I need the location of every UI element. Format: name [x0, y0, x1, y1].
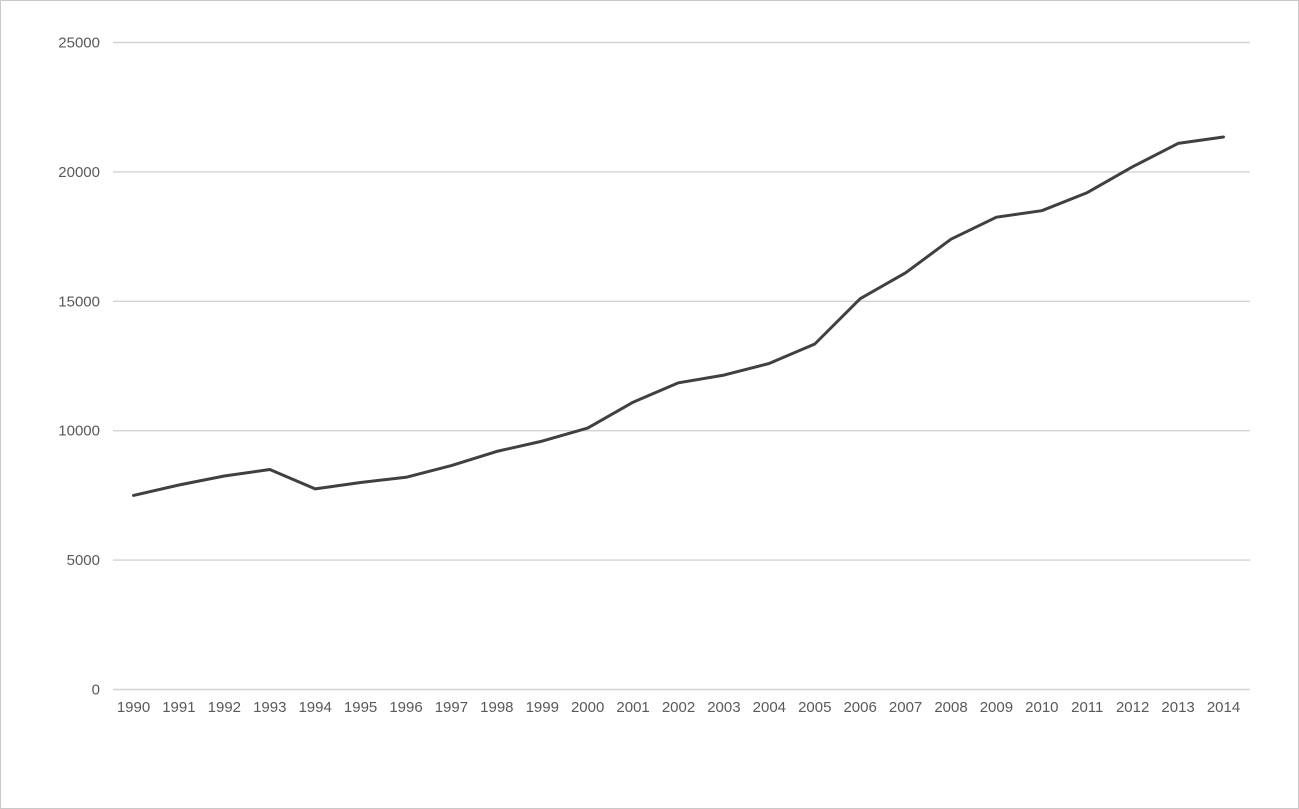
- x-tick-label: 2012: [1116, 699, 1149, 716]
- x-tick-label: 1992: [208, 699, 241, 716]
- x-tick-label: 2007: [889, 699, 922, 716]
- x-tick-label: 2011: [1071, 699, 1103, 716]
- x-tick-label: 2002: [662, 699, 695, 716]
- x-tick-label: 1991: [162, 699, 195, 716]
- y-tick-label: 10000: [58, 423, 100, 440]
- x-tick-label: 1993: [253, 699, 286, 716]
- x-tick-label: 1996: [389, 699, 422, 716]
- y-tick-label: 15000: [58, 293, 100, 310]
- y-tick-label: 20000: [58, 164, 100, 181]
- x-tick-label: 2014: [1207, 699, 1240, 716]
- x-tick-label: 2010: [1025, 699, 1058, 716]
- y-tick-label: 5000: [67, 552, 100, 569]
- x-tick-label: 1995: [344, 699, 377, 716]
- x-tick-label: 1998: [480, 699, 513, 716]
- x-tick-label: 2013: [1161, 699, 1194, 716]
- x-tick-label: 1994: [298, 699, 331, 716]
- x-tick-label: 2005: [798, 699, 831, 716]
- x-tick-label: 2009: [980, 699, 1013, 716]
- x-tick-label: 2008: [934, 699, 967, 716]
- x-tick-label: 2000: [571, 699, 604, 716]
- x-tick-label: 2001: [616, 699, 649, 716]
- x-tick-label: 2004: [753, 699, 786, 716]
- x-tick-label: 1990: [117, 699, 150, 716]
- x-tick-label: 2006: [843, 699, 876, 716]
- x-tick-label: 2003: [707, 699, 740, 716]
- y-tick-label: 25000: [58, 35, 100, 52]
- y-tick-label: 0: [92, 682, 100, 699]
- x-tick-label: 1999: [526, 699, 559, 716]
- data-line: [132, 135, 1225, 497]
- x-tick-label: 1997: [435, 699, 468, 716]
